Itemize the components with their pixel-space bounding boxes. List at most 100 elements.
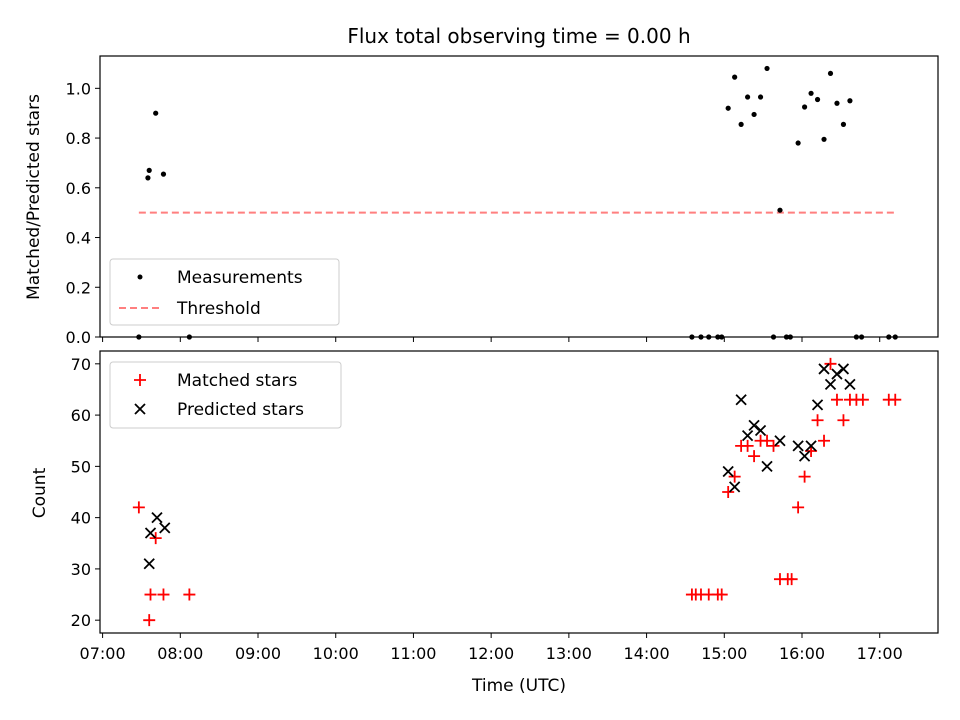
predicted-star-point <box>818 363 830 375</box>
matched-star-point <box>837 414 850 427</box>
predicted-star-point <box>144 527 157 539</box>
top-y-tick-label: 0.0 <box>66 328 91 347</box>
predicted-star-point <box>837 363 850 375</box>
x-tick-label: 15:00 <box>701 644 747 663</box>
bottom-y-tick-label: 20 <box>71 611 91 630</box>
measurement-point <box>827 70 834 77</box>
bottom-plot-frame <box>99 350 939 634</box>
predicted-star-point <box>151 511 163 524</box>
measurement-point <box>808 90 814 96</box>
measurement-point <box>814 96 821 103</box>
predicted-star-point <box>798 450 811 462</box>
predicted-star-point <box>754 424 767 437</box>
measurement-point <box>821 136 827 142</box>
measurement-point <box>764 65 770 72</box>
legend-threshold-label: Threshold <box>176 299 261 319</box>
x-tick-label: 08:00 <box>157 644 203 663</box>
measurement-point <box>153 110 159 116</box>
matched-star-point <box>132 501 145 514</box>
predicted-star-point <box>741 429 754 442</box>
measurement-point <box>777 207 783 213</box>
x-tick-label: 17:00 <box>857 644 903 663</box>
legend-matched-label: Matched stars <box>177 371 297 391</box>
legend-predicted-marker <box>134 403 146 415</box>
predicted-star-point <box>143 558 155 570</box>
matched-star-point <box>144 588 157 601</box>
predicted-star-point <box>774 435 786 447</box>
predicted-star-point <box>729 481 741 493</box>
bottom-y-axis-label: Count <box>30 467 50 518</box>
bottom-y-tick-label: 50 <box>71 457 91 476</box>
x-tick-label: 16:00 <box>779 644 825 663</box>
measurement-point <box>757 94 764 100</box>
x-axis-label: Time (UTC) <box>471 676 566 696</box>
matched-star-point <box>811 414 824 427</box>
matched-star-point <box>856 393 869 406</box>
bottom-y-tick-label: 40 <box>71 509 91 528</box>
top-y-tick-label: 1.0 <box>66 79 91 98</box>
predicted-star-point <box>748 419 760 431</box>
matched-star-point <box>143 614 156 627</box>
bottom-y-tick-label: 30 <box>71 560 91 579</box>
bottom-y-tick-label: 70 <box>71 355 91 374</box>
x-tick-label: 11:00 <box>390 644 436 663</box>
measurement-point <box>834 100 840 106</box>
ratio-plot: 0.0 0.2 0.4 0.6 0.8 1.0 <box>66 65 898 347</box>
legend-measurements-label: Measurements <box>177 268 303 288</box>
x-tick-label: 12:00 <box>468 644 514 663</box>
measurement-point <box>732 74 738 80</box>
top-y-tick-label: 0.2 <box>66 278 91 297</box>
predicted-star-point <box>831 368 843 380</box>
matched-star-point <box>830 393 843 406</box>
legend-predicted-label: Predicted stars <box>177 400 304 420</box>
measurement-point <box>738 121 744 127</box>
matched-star-point <box>889 393 902 406</box>
measurement-point <box>840 121 847 127</box>
top-y-tick-label: 0.8 <box>66 129 91 148</box>
measurement-point <box>146 167 152 173</box>
legend-matched-marker <box>134 374 146 386</box>
x-tick-label: 14:00 <box>624 644 670 663</box>
matched-star-point <box>149 532 162 545</box>
measurement-point <box>795 140 801 146</box>
matched-star-point <box>157 588 170 601</box>
predicted-star-point <box>722 465 734 478</box>
matched-star-point <box>767 439 780 452</box>
matched-star-point <box>824 357 837 370</box>
x-tick-label: 10:00 <box>313 644 359 663</box>
measurement-point <box>801 104 808 110</box>
top-y-axis-label: Matched/Predicted stars <box>24 94 44 300</box>
x-tick-label: 13:00 <box>546 644 592 663</box>
bottom-legend: Matched stars Predicted stars <box>109 361 342 429</box>
predicted-star-point <box>844 378 856 390</box>
matched-star-point <box>715 588 728 601</box>
measurement-point <box>847 98 853 104</box>
predicted-star-point <box>761 460 773 473</box>
predicted-star-point <box>792 440 804 452</box>
matched-star-point <box>748 450 761 463</box>
predicted-star-point <box>805 440 817 452</box>
matched-star-point <box>785 573 798 586</box>
measurement-point <box>745 94 751 100</box>
top-legend: Measurements Threshold <box>109 258 340 326</box>
matched-star-point <box>761 434 774 447</box>
predicted-star-point <box>159 522 171 534</box>
count-plot: 20 30 40 50 60 70 07:00 08:00 09:00 10:00 11:00 12:… <box>71 355 903 663</box>
legend-measurements-marker <box>137 274 143 280</box>
predicted-star-point <box>735 394 747 406</box>
measurement-point <box>725 105 731 111</box>
predicted-star-point <box>811 399 824 411</box>
top-plot-frame <box>99 55 939 338</box>
x-tick-label: 07:00 <box>80 644 126 663</box>
x-tick-label: 09:00 <box>235 644 281 663</box>
predicted-star-point <box>824 378 837 390</box>
measurement-point <box>145 175 151 181</box>
top-y-tick-label: 0.4 <box>66 229 91 248</box>
top-y-tick-label: 0.6 <box>66 179 91 198</box>
measurement-point <box>160 171 167 177</box>
matched-star-point <box>722 486 735 498</box>
matched-star-point <box>183 588 196 601</box>
matched-star-point <box>728 470 741 483</box>
chart-title: Flux total observing time = 0.00 h <box>347 24 690 48</box>
